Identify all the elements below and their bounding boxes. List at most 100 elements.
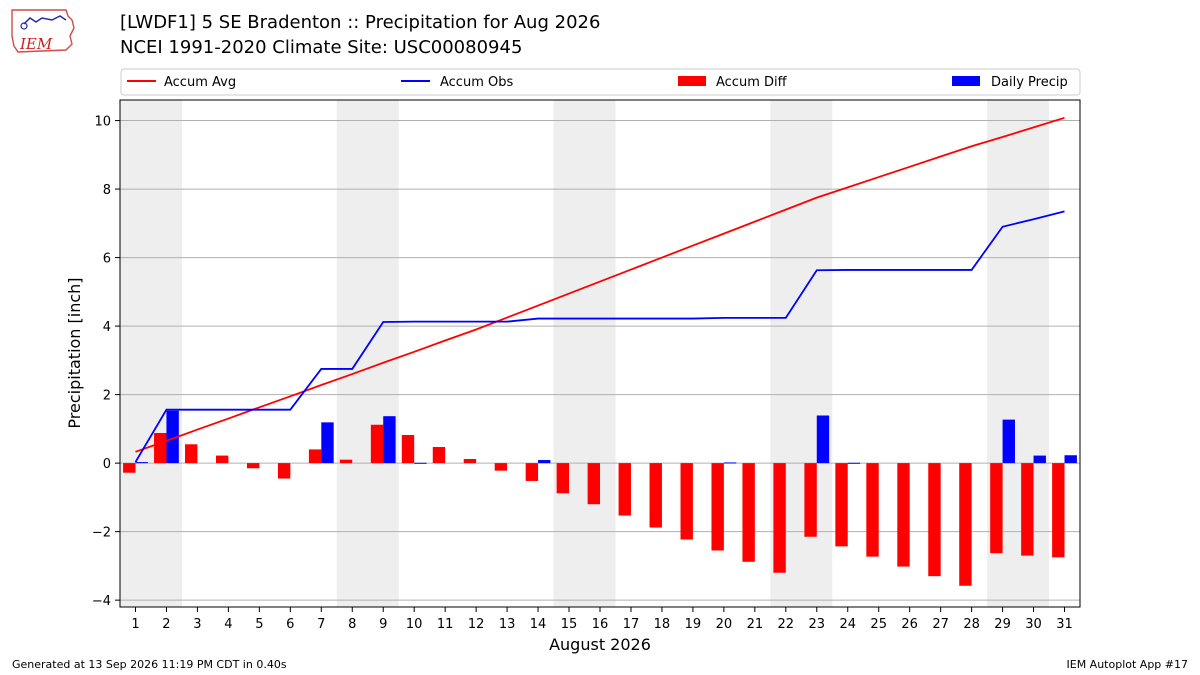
legend: Accum Avg Accum Obs Accum Diff Daily Precip xyxy=(120,68,1081,96)
accum-diff-bar xyxy=(216,455,229,464)
daily-precip-bar xyxy=(135,462,148,464)
y-axis-label: Precipitation [inch] xyxy=(65,277,84,428)
x-tick-label: 30 xyxy=(1025,617,1042,632)
legend-swatch xyxy=(678,76,706,86)
accum-avg-line xyxy=(135,116,1065,453)
x-tick-label: 29 xyxy=(994,617,1011,632)
accum-diff-bar xyxy=(1021,463,1034,556)
weekend-band xyxy=(553,100,616,607)
x-tick-label: 15 xyxy=(561,617,578,632)
x-tick-label: 10 xyxy=(406,617,423,632)
x-tick-label: 19 xyxy=(685,617,702,632)
accum-diff-bar xyxy=(711,463,724,551)
accum-obs-line xyxy=(134,210,1065,463)
y-axis: −4 −2 0 2 4 6 8 10 xyxy=(92,115,120,609)
x-tick-label: 26 xyxy=(901,617,918,632)
daily-precip-bar xyxy=(1033,455,1046,464)
accum-diff-bar xyxy=(401,435,415,464)
x-tick-label: 24 xyxy=(839,617,856,632)
x-tick-label: 27 xyxy=(932,617,949,632)
x-tick-label: 21 xyxy=(747,617,764,632)
weekend-band xyxy=(120,100,182,607)
accum-diff-bar xyxy=(990,463,1003,554)
daily-precip-bar xyxy=(538,460,551,464)
accum-diff-bar xyxy=(123,463,136,473)
accum-diff-bar xyxy=(804,463,817,537)
y-tick-label: 4 xyxy=(103,320,111,335)
x-tick-label: 3 xyxy=(193,617,201,632)
accum-diff-bar xyxy=(928,463,941,577)
daily-precip-bar xyxy=(816,415,830,464)
accum-diff-bar xyxy=(959,463,972,586)
accum-diff-bar xyxy=(556,463,570,494)
accum-diff-bar xyxy=(618,463,631,516)
x-tick-label: 16 xyxy=(592,617,609,632)
x-tick-label: 17 xyxy=(623,617,640,632)
y-tick-label: 8 xyxy=(103,183,111,198)
accum-diff-bar xyxy=(185,444,198,464)
legend-label: Accum Avg xyxy=(164,75,236,90)
legend-label: Daily Precip xyxy=(991,75,1068,90)
footer-generated: Generated at 13 Sep 2026 11:19 PM CDT in… xyxy=(12,658,287,671)
x-tick-label: 13 xyxy=(499,617,516,632)
x-tick-label: 5 xyxy=(255,617,263,632)
legend-box xyxy=(120,68,1081,96)
weekend-band xyxy=(336,100,399,607)
legend-label: Accum Diff xyxy=(716,75,788,90)
daily-precip-bar xyxy=(414,462,427,464)
accum-diff-bar xyxy=(370,424,384,464)
logo-text: IEM xyxy=(19,35,53,53)
accum-diff-bar xyxy=(277,463,291,479)
chart-title: [LWDF1] 5 SE Bradenton :: Precipitation … xyxy=(120,12,601,33)
accum-diff-bar xyxy=(246,463,260,469)
y-tick-label: −4 xyxy=(92,594,111,609)
x-axis-label: August 2026 xyxy=(549,635,651,654)
x-tick-label: 12 xyxy=(468,617,485,632)
accum-diff-bar xyxy=(525,463,539,481)
accum-diff-bar xyxy=(587,463,600,505)
x-tick-label: 8 xyxy=(348,617,356,632)
daily-precip-bar xyxy=(723,462,737,464)
accum-diff-bar xyxy=(308,449,322,464)
accum-diff-bar xyxy=(432,447,446,464)
series-lines xyxy=(134,116,1065,463)
x-tick-label: 9 xyxy=(379,617,387,632)
accum-diff-bar xyxy=(649,463,662,528)
y-tick-label: 0 xyxy=(103,457,111,472)
x-tick-label: 20 xyxy=(716,617,733,632)
accum-diff-bar xyxy=(897,463,910,567)
accum-diff-bar xyxy=(680,463,693,540)
x-tick-label: 28 xyxy=(963,617,980,632)
accum-diff-bar xyxy=(866,463,879,557)
y-tick-label: 10 xyxy=(94,115,111,130)
footer-app: IEM Autoplot App #17 xyxy=(1066,658,1189,671)
y-tick-label: −2 xyxy=(92,526,111,541)
accum-diff-bar xyxy=(773,463,786,573)
x-tick-label: 18 xyxy=(654,617,671,632)
daily-precip-bar xyxy=(1002,419,1015,464)
daily-precip-bar xyxy=(847,462,861,464)
x-tick-label: 22 xyxy=(778,617,795,632)
chart-subtitle: NCEI 1991-2020 Climate Site: USC00080945 xyxy=(120,37,523,58)
legend-swatch xyxy=(952,76,980,86)
iem-logo: IEM xyxy=(11,9,75,53)
daily-precip-bar xyxy=(383,416,396,464)
daily-precip-bar xyxy=(1064,455,1077,464)
accum-diff-bar xyxy=(835,463,848,547)
daily-precip-bar xyxy=(321,422,334,464)
daily-precip-bar xyxy=(166,410,179,464)
accum-diff-bar xyxy=(463,459,477,464)
accum-diff-bar xyxy=(154,432,167,464)
x-tick-label: 31 xyxy=(1056,617,1073,632)
x-tick-label: 6 xyxy=(286,617,294,632)
x-tick-label: 2 xyxy=(162,617,170,632)
y-tick-label: 6 xyxy=(103,252,111,267)
x-axis: 1 2 3 4 5 6 7 8 9 10 11 12 13 14 15 16 17 18 19 20 21 22 23 24 2… xyxy=(131,607,1073,632)
accum-diff-bar xyxy=(1052,463,1065,558)
x-tick-label: 4 xyxy=(224,617,232,632)
x-tick-label: 14 xyxy=(530,617,547,632)
x-tick-label: 25 xyxy=(870,617,887,632)
x-tick-label: 11 xyxy=(437,617,454,632)
accum-diff-bar xyxy=(339,459,353,464)
